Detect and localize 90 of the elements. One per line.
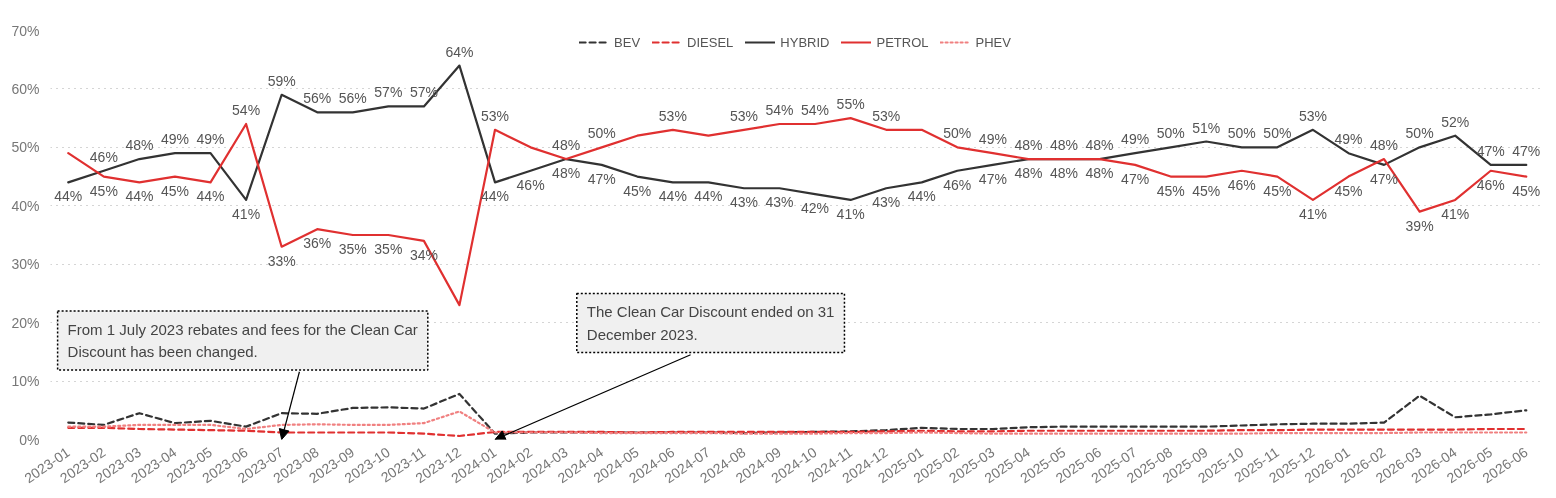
data-label: 41% — [1441, 205, 1470, 222]
data-label: 50% — [1405, 125, 1434, 142]
data-label: 45% — [1156, 182, 1185, 199]
data-label: 39% — [1405, 217, 1434, 234]
legend-label: HYBRID — [780, 34, 830, 50]
data-label: 44% — [694, 188, 723, 205]
data-label: 47% — [978, 170, 1007, 187]
data-label: 48% — [1014, 165, 1043, 182]
data-label: 48% — [125, 137, 154, 154]
data-label: 59% — [267, 72, 296, 89]
data-label: 44% — [907, 188, 936, 205]
data-label: 49% — [1334, 131, 1363, 148]
data-label: 64% — [445, 43, 474, 60]
data-label: 41% — [232, 205, 261, 222]
data-label: 48% — [1049, 165, 1079, 182]
data-label: 43% — [729, 194, 758, 211]
data-label: 47% — [587, 170, 616, 187]
data-label: 35% — [374, 241, 403, 257]
data-label: 45% — [1192, 182, 1221, 199]
data-label: 54% — [232, 101, 261, 118]
data-label: 45% — [1334, 182, 1363, 199]
y-tick-label: 50% — [11, 139, 40, 156]
data-label: 48% — [552, 137, 581, 154]
data-label: 41% — [1298, 205, 1327, 222]
data-label: 48% — [552, 165, 581, 182]
data-label: 49% — [160, 131, 189, 148]
data-label: 45% — [1263, 182, 1292, 199]
y-tick-label: 70% — [11, 22, 40, 39]
data-label: 49% — [196, 131, 225, 148]
data-label: 45% — [623, 182, 652, 199]
data-label: 36% — [303, 235, 332, 252]
legend-label: BEV — [614, 34, 641, 50]
data-label: 41% — [836, 205, 865, 222]
data-label: 46% — [89, 148, 118, 165]
data-label: 48% — [1014, 137, 1043, 154]
data-label: 53% — [729, 107, 758, 124]
data-label: 57% — [374, 84, 403, 101]
data-label: 45% — [160, 182, 189, 199]
data-label: 56% — [338, 90, 367, 107]
data-label: 46% — [516, 176, 545, 193]
legend-label: PETROL — [876, 34, 929, 50]
data-label: 48% — [1370, 137, 1399, 154]
data-label: 45% — [89, 182, 118, 199]
y-tick-label: 60% — [11, 80, 40, 97]
data-label: 54% — [801, 101, 830, 118]
data-label: 47% — [1370, 170, 1399, 187]
legend-label: DIESEL — [687, 34, 734, 50]
data-label: 51% — [1192, 119, 1221, 136]
data-label: 47% — [1121, 170, 1150, 187]
data-label: 48% — [1085, 165, 1114, 182]
data-label: 49% — [1121, 131, 1150, 148]
data-label: 52% — [1441, 113, 1470, 130]
data-label: 33% — [267, 252, 296, 269]
data-label: 55% — [836, 96, 865, 113]
data-label: 56% — [303, 90, 332, 107]
data-label: 46% — [1227, 176, 1256, 193]
data-label: 50% — [943, 125, 972, 142]
data-label: 44% — [658, 188, 687, 205]
data-label: 54% — [765, 101, 794, 118]
data-label: 47% — [1512, 142, 1541, 159]
y-tick-label: 10% — [11, 373, 40, 390]
y-tick-label: 30% — [11, 256, 40, 273]
data-label: 44% — [125, 188, 154, 205]
data-label: 49% — [978, 131, 1007, 148]
data-label: 44% — [54, 188, 83, 205]
data-label: 53% — [658, 107, 687, 124]
data-label: 53% — [1298, 107, 1327, 124]
annotation: From 1 July 2023 rebates and fees for the Clean Car Discount has been changed. — [67, 320, 418, 361]
data-label: 50% — [1156, 125, 1185, 142]
data-label: 45% — [1512, 182, 1541, 199]
y-tick-label: 20% — [11, 314, 40, 331]
data-label: 46% — [1476, 176, 1505, 193]
y-tick-label: 40% — [11, 197, 40, 214]
data-label: 47% — [1476, 142, 1505, 159]
data-label: 35% — [338, 241, 367, 257]
data-label: 53% — [872, 107, 901, 124]
annotation: The Clean Car Discount ended on 31 December 2023. — [586, 303, 835, 343]
data-label: 46% — [943, 176, 972, 193]
data-label: 44% — [196, 188, 225, 205]
data-label: 53% — [481, 107, 510, 124]
data-label: 50% — [1263, 125, 1292, 142]
data-label: 50% — [1227, 125, 1256, 142]
y-tick-label: 0% — [19, 431, 40, 448]
legend-label: PHEV — [975, 34, 1011, 50]
data-label: 48% — [1085, 137, 1114, 154]
data-label: 43% — [872, 194, 901, 211]
data-label: 50% — [587, 125, 616, 142]
data-label: 42% — [801, 200, 830, 217]
data-label: 43% — [765, 194, 794, 211]
data-label: 48% — [1049, 137, 1079, 154]
